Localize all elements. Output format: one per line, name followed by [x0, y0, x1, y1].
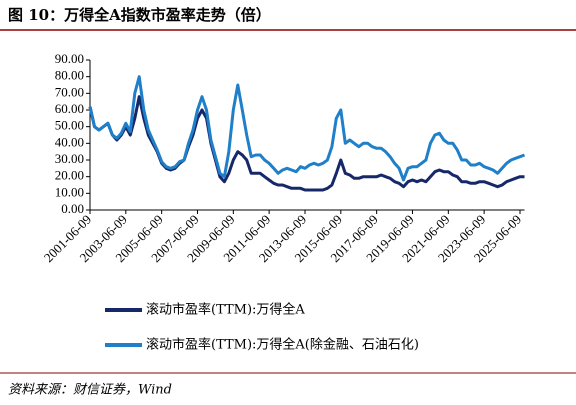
y-tick-label: 70.00: [55, 84, 84, 99]
y-tick-label: 40.00: [55, 134, 84, 149]
series-line: [88, 75, 526, 182]
y-tick-label: 20.00: [55, 168, 84, 183]
chart-title: 图 10：万得全A指数市盈率走势（倍）: [8, 6, 271, 24]
y-tick-label: 0.00: [61, 201, 84, 216]
y-tick-label: 10.00: [55, 184, 84, 199]
y-tick-label: 90.00: [55, 51, 84, 66]
y-tick-label: 80.00: [55, 68, 84, 83]
y-tick-label: 50.00: [55, 118, 84, 133]
y-tick-label: 30.00: [55, 151, 84, 166]
y-tick-label: 60.00: [55, 101, 84, 116]
legend-label: 滚动市盈率(TTM):万得全A: [146, 302, 305, 318]
legend-label: 滚动市盈率(TTM):万得全A(除金融、石油石化): [146, 337, 419, 353]
source: 资料来源：财信证券，Wind: [8, 383, 172, 398]
